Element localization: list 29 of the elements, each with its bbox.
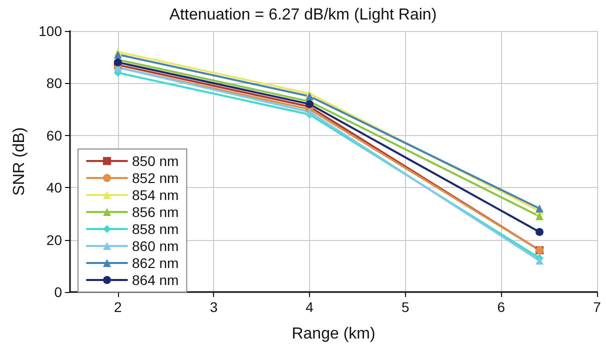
- point: [306, 100, 314, 108]
- point: [306, 92, 314, 100]
- legend-label: 858 nm: [132, 221, 179, 237]
- x-tick-label: 4: [306, 299, 314, 315]
- legend-label: 852 nm: [132, 170, 179, 186]
- point: [114, 58, 122, 66]
- y-tick-label: 20: [46, 232, 62, 248]
- chart-title: Attenuation = 6.27 dB/km (Light Rain): [169, 6, 437, 24]
- point: [536, 204, 544, 212]
- legend-label: 862 nm: [132, 255, 179, 271]
- x-axis-title: Range (km): [292, 326, 376, 342]
- legend-label: 854 nm: [132, 187, 179, 203]
- x-tick-label: 5: [401, 299, 410, 315]
- y-axis-title: SNR (dB): [11, 127, 28, 196]
- point: [114, 50, 122, 58]
- x-tick-label: 2: [114, 299, 122, 315]
- point: [536, 228, 544, 236]
- x-tick-label: 3: [210, 299, 218, 315]
- legend-label: 856 nm: [132, 204, 179, 220]
- y-tick-label: 40: [46, 180, 62, 196]
- y-tick-label: 80: [46, 75, 62, 92]
- legend-label: 860 nm: [132, 238, 179, 254]
- legend-label: 864 nm: [132, 272, 179, 288]
- x-tick-label: 7: [593, 299, 602, 315]
- x-tick-label: 6: [497, 299, 506, 315]
- y-tick-label: 0: [54, 284, 62, 300]
- legend-label: 850 nm: [132, 153, 179, 169]
- y-tick-label: 60: [46, 127, 62, 144]
- y-tick-label: 100: [38, 23, 62, 39]
